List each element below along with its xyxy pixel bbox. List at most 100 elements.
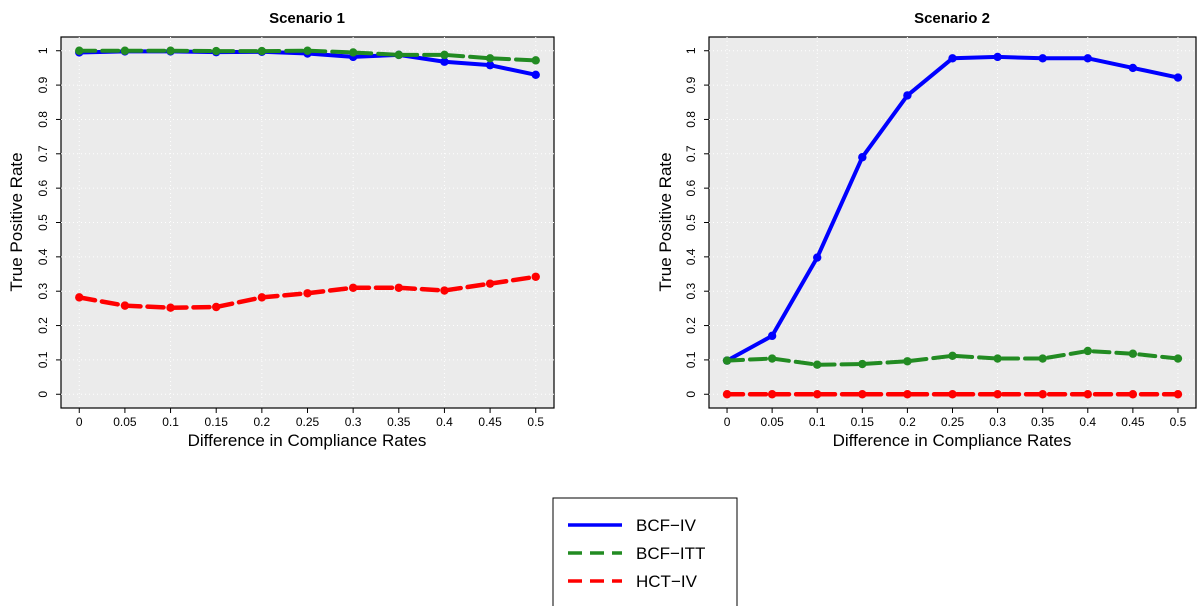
- x-tick-label: 0: [724, 415, 731, 429]
- y-tick-label: 0.4: [36, 248, 50, 265]
- data-point-hct-iv: [903, 390, 912, 399]
- y-tick-label: 0.9: [36, 76, 50, 93]
- y-tick-label: 0.3: [36, 283, 50, 300]
- data-point-bcf-iv: [440, 57, 449, 66]
- x-tick-label: 0.45: [1121, 415, 1145, 429]
- y-tick-label: 0.7: [36, 145, 50, 162]
- plot-area: [60, 36, 555, 409]
- data-point-hct-iv: [767, 390, 777, 399]
- data-point-bcf-itt: [166, 46, 175, 55]
- data-point-hct-iv: [1083, 390, 1092, 399]
- y-tick-label: 0: [36, 391, 50, 398]
- x-tick-label: 0.15: [205, 415, 229, 429]
- data-point-bcf-iv: [858, 153, 867, 162]
- y-tick-label: 0.1: [36, 351, 50, 368]
- legend-label-bcf-iv: BCF−IV: [636, 516, 697, 535]
- x-tick-label: 0: [76, 415, 83, 429]
- data-point-hct-iv: [394, 283, 403, 292]
- data-point-bcf-iv: [903, 91, 912, 100]
- chart-title: Scenario 2: [914, 10, 990, 27]
- x-tick-label: 0.45: [478, 415, 502, 429]
- data-point-bcf-iv: [1128, 63, 1138, 73]
- data-point-bcf-iv: [993, 52, 1002, 62]
- data-point-hct-iv: [1173, 390, 1183, 399]
- x-tick-label: 0.1: [162, 415, 179, 429]
- data-point-bcf-itt: [394, 50, 403, 60]
- x-tick-label: 0.4: [436, 415, 453, 429]
- data-point-bcf-iv: [767, 331, 777, 341]
- data-point-hct-iv: [212, 302, 221, 312]
- data-point-hct-iv: [440, 286, 449, 295]
- legend-label-bcf-itt: BCF−ITT: [636, 544, 705, 563]
- data-point-bcf-itt: [722, 356, 732, 365]
- x-tick-label: 0.3: [989, 415, 1006, 429]
- y-tick-label: 0.3: [684, 283, 698, 300]
- data-point-hct-iv: [257, 293, 267, 302]
- y-tick-label: 0.9: [684, 76, 698, 93]
- data-point-hct-iv: [120, 301, 130, 310]
- y-tick-label: 0.5: [36, 214, 50, 231]
- data-point-hct-iv: [1038, 390, 1047, 399]
- series-line-bcf-itt: [725, 348, 1180, 367]
- data-point-hct-iv: [531, 272, 540, 281]
- y-tick-label: 0.6: [684, 179, 698, 196]
- x-tick-label: 0.5: [527, 415, 544, 429]
- data-point-hct-iv: [485, 279, 495, 288]
- data-point-bcf-itt: [303, 46, 312, 55]
- data-point-hct-iv: [948, 390, 957, 399]
- x-tick-label: 0.4: [1079, 415, 1096, 429]
- y-tick-label: 0.4: [684, 248, 698, 265]
- data-point-hct-iv: [858, 390, 867, 399]
- data-point-bcf-itt: [1083, 346, 1092, 356]
- data-point-bcf-itt: [1038, 354, 1047, 363]
- y-tick-label: 0: [684, 391, 698, 398]
- data-point-bcf-itt: [993, 354, 1002, 363]
- data-point-bcf-itt: [767, 354, 777, 363]
- data-point-bcf-iv: [948, 54, 957, 63]
- legend: BCF−IV BCF−ITT HCT−IV: [552, 497, 738, 606]
- y-tick-label: 0.2: [684, 317, 698, 334]
- y-tick-label: 0.6: [36, 179, 50, 196]
- data-point-bcf-iv: [485, 60, 495, 70]
- data-point-hct-iv: [993, 390, 1002, 399]
- y-tick-label: 0.5: [684, 214, 698, 231]
- legend-label-hct-iv: HCT−IV: [636, 572, 698, 591]
- data-point-bcf-itt: [257, 46, 267, 56]
- data-point-hct-iv: [348, 283, 358, 292]
- x-axis-label: Difference in Compliance Rates: [188, 431, 427, 450]
- scenario-1-chart: Scenario 1 Difference in Compliance Rate…: [7, 10, 555, 450]
- x-tick-label: 0.35: [1031, 415, 1055, 429]
- scenario-2-chart: Scenario 2 Difference in Compliance Rate…: [656, 10, 1197, 450]
- y-tick-label: 1: [36, 47, 50, 54]
- y-tick-label: 0.2: [36, 317, 50, 334]
- series-group: [75, 46, 540, 312]
- series-group: [722, 52, 1183, 399]
- y-tick-label: 0.8: [36, 111, 50, 128]
- chart-title: Scenario 1: [269, 10, 345, 27]
- x-tick-label: 0.05: [760, 415, 784, 429]
- data-point-bcf-itt: [440, 50, 449, 60]
- x-tick-label: 0.25: [296, 415, 320, 429]
- data-point-bcf-itt: [1128, 349, 1138, 358]
- x-tick-label: 0.3: [345, 415, 362, 429]
- data-point-bcf-itt: [531, 56, 540, 65]
- data-point-bcf-itt: [948, 351, 957, 360]
- y-tick-label: 1: [684, 47, 698, 54]
- x-tick-label: 0.05: [113, 415, 137, 429]
- x-tick-label: 0.35: [387, 415, 411, 429]
- data-point-hct-iv: [1128, 390, 1138, 399]
- x-tick-label: 0.1: [809, 415, 826, 429]
- data-point-bcf-iv: [813, 253, 822, 262]
- y-tick-label: 0.8: [684, 111, 698, 128]
- x-tick-label: 0.5: [1170, 415, 1187, 429]
- data-point-bcf-itt: [75, 46, 84, 55]
- data-point-bcf-itt: [813, 360, 822, 369]
- data-point-bcf-iv: [1173, 73, 1183, 82]
- data-point-hct-iv: [75, 293, 84, 302]
- x-tick-label: 0.2: [899, 415, 916, 429]
- data-point-bcf-itt: [903, 357, 912, 366]
- legend-box: [552, 497, 738, 606]
- data-point-bcf-itt: [212, 46, 221, 56]
- data-point-bcf-itt: [858, 359, 867, 369]
- x-tick-label: 0.15: [851, 415, 875, 429]
